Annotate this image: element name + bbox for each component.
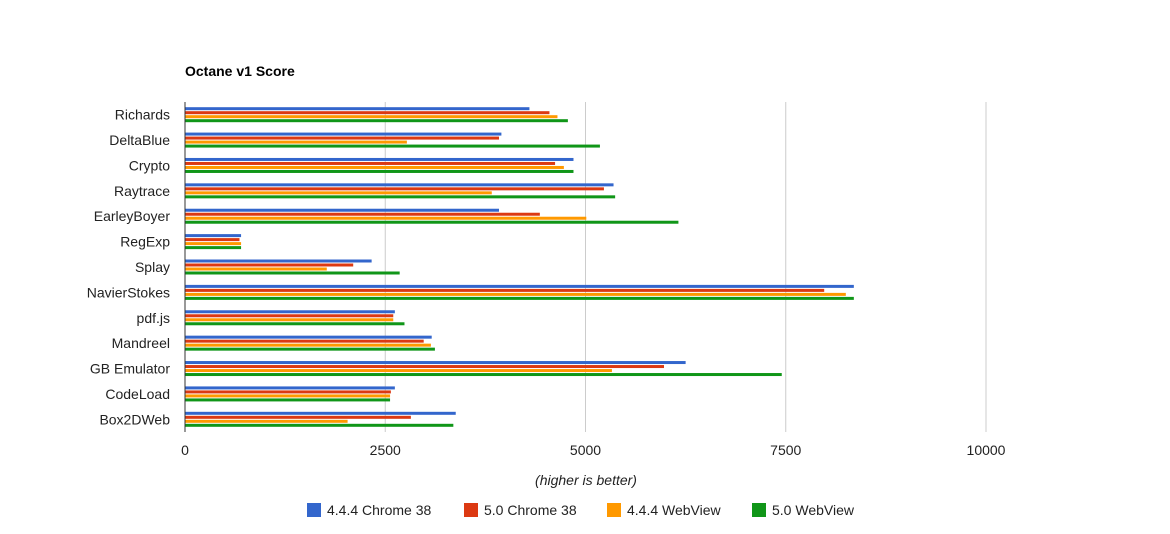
x-tick-label: 0	[181, 442, 189, 458]
bar	[185, 242, 242, 246]
gridlines	[384, 102, 987, 432]
legend-swatch	[607, 503, 621, 517]
bar	[185, 419, 348, 423]
legend-label: 5.0 WebView	[772, 502, 855, 518]
x-tick-label: 5000	[570, 442, 601, 458]
bar	[185, 136, 499, 140]
bar	[185, 318, 394, 322]
bar	[185, 220, 679, 224]
bar	[185, 234, 242, 238]
bar	[185, 386, 395, 390]
bar	[185, 183, 614, 187]
bar	[185, 335, 432, 339]
bar	[185, 411, 456, 415]
bar	[185, 208, 499, 212]
bar	[185, 267, 327, 271]
bar	[185, 390, 391, 394]
bar	[185, 157, 574, 161]
bar	[185, 365, 664, 369]
bar	[185, 195, 616, 199]
legend-label: 4.4.4 WebView	[627, 502, 722, 518]
bar	[185, 165, 564, 169]
category-label: Splay	[135, 259, 170, 275]
bar	[185, 111, 550, 115]
bar	[185, 161, 556, 165]
bar	[185, 263, 354, 267]
bar	[185, 314, 394, 318]
x-tick-label: 2500	[370, 442, 401, 458]
bar	[185, 398, 391, 402]
category-label: Box2DWeb	[99, 411, 170, 427]
x-tick-label: 10000	[967, 442, 1006, 458]
bar	[185, 415, 411, 419]
bar	[185, 343, 431, 347]
category-label: DeltaBlue	[109, 132, 170, 148]
bars	[185, 107, 854, 427]
bar	[185, 310, 395, 314]
bar	[185, 216, 587, 220]
bar	[185, 423, 454, 427]
bar	[185, 187, 604, 191]
bar	[185, 322, 405, 326]
bar	[185, 115, 558, 119]
legend: 4.4.4 Chrome 38 5.0 Chrome 38 4.4.4 WebVie…	[307, 502, 855, 518]
x-tick-label: 7500	[770, 442, 801, 458]
legend-swatch	[464, 503, 478, 517]
bar	[185, 288, 825, 292]
legend-swatch	[752, 503, 766, 517]
bar	[185, 259, 372, 263]
bar	[185, 271, 400, 275]
bar	[185, 296, 854, 300]
category-labels: Richards DeltaBlue Crypto Raytrace EarleyBoy…	[87, 107, 171, 428]
x-axis-label: (higher is better)	[535, 472, 637, 488]
category-label: Raytrace	[114, 183, 170, 199]
bar	[185, 361, 686, 365]
bar	[185, 132, 502, 136]
category-label: RegExp	[120, 234, 170, 250]
category-label: CodeLoad	[105, 386, 170, 402]
category-label: Mandreel	[112, 335, 170, 351]
legend-label: 5.0 Chrome 38	[484, 502, 577, 518]
bar	[185, 284, 854, 288]
chart-title: Octane v1 Score	[185, 63, 295, 79]
category-label: NavierStokes	[87, 284, 170, 300]
bar	[185, 394, 391, 398]
category-label: pdf.js	[137, 310, 170, 326]
category-label: Richards	[115, 107, 170, 123]
bar	[185, 347, 435, 351]
bar	[185, 191, 492, 195]
bar	[185, 373, 782, 377]
bar	[185, 246, 242, 250]
legend-swatch	[307, 503, 321, 517]
bar	[185, 119, 568, 123]
category-label: GB Emulator	[90, 361, 170, 377]
bar	[185, 140, 407, 144]
category-label: EarleyBoyer	[94, 208, 171, 224]
bar	[185, 169, 574, 173]
bar	[185, 339, 424, 343]
bar	[185, 144, 600, 148]
legend-label: 4.4.4 Chrome 38	[327, 502, 431, 518]
bar	[185, 107, 530, 111]
bar	[185, 369, 612, 373]
category-label: Crypto	[129, 157, 170, 173]
bar	[185, 238, 240, 242]
bar	[185, 292, 846, 296]
x-tick-labels: 0 2500 5000 7500 10000	[181, 442, 1006, 458]
bar	[185, 212, 540, 216]
